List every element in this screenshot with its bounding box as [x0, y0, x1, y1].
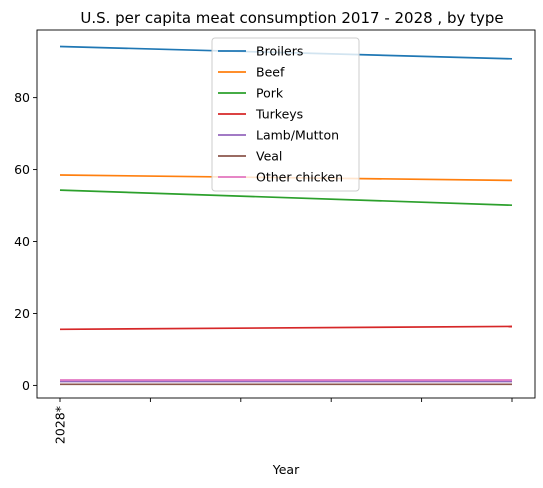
y-tick-label-1: 20 — [14, 306, 30, 321]
legend-box — [211, 37, 360, 192]
legend-label-0: Broilers — [256, 44, 303, 59]
legend-label-5: Veal — [256, 149, 282, 164]
y-axis: 0 20 40 60 80 — [14, 90, 37, 393]
x-axis: 2028* — [53, 398, 513, 444]
plot-series — [59, 45, 513, 386]
y-tick-label-2: 40 — [14, 234, 30, 249]
legend: Broilers Beef Pork Turkeys Lamb/Mutton Veal Ot… — [211, 37, 360, 192]
series-line-3 — [59, 325, 513, 331]
series-line-2 — [59, 189, 513, 207]
y-tick-label-3: 60 — [14, 162, 30, 177]
x-tick-label-0: 2028* — [53, 406, 68, 444]
legend-label-2: Pork — [256, 86, 284, 101]
legend-label-6: Other chicken — [256, 170, 343, 185]
plot-frame — [36, 29, 536, 399]
y-tick-label-4: 80 — [14, 90, 30, 105]
legend-label-1: Beef — [256, 65, 285, 80]
legend-label-4: Lamb/Mutton — [256, 128, 339, 143]
x-axis-label: Year — [272, 462, 300, 477]
chart-title: U.S. per capita meat consumption 2017 - … — [80, 9, 503, 27]
y-tick-label-0: 0 — [22, 378, 30, 393]
legend-label-3: Turkeys — [255, 107, 303, 122]
